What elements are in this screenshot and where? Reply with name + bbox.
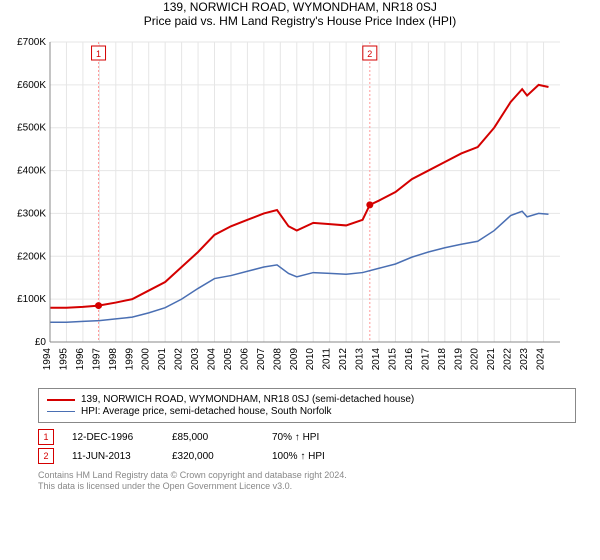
x-axis-label: 2001 bbox=[157, 348, 168, 371]
sale-point bbox=[366, 201, 373, 208]
x-axis-label: 2018 bbox=[437, 348, 448, 371]
x-axis-label: 2015 bbox=[387, 348, 398, 371]
x-axis-label: 2004 bbox=[207, 348, 218, 371]
x-axis-label: 1998 bbox=[108, 348, 119, 371]
x-axis-label: 2005 bbox=[223, 348, 234, 371]
legend-label: HPI: Average price, semi-detached house,… bbox=[81, 406, 332, 417]
marker-badge: 1 bbox=[38, 429, 54, 445]
line-chart: £0 £100K £200K £300K £400K £500K £600K £700K 199… bbox=[8, 32, 568, 382]
sales-table: 1 12-DEC-1996 £85,000 70% ↑ HPI 2 11-JUN… bbox=[38, 429, 576, 464]
x-axis-label: 2007 bbox=[256, 348, 267, 371]
x-axis-label: 2022 bbox=[503, 348, 514, 371]
sale-hpi-rel: 100% ↑ HPI bbox=[272, 451, 354, 462]
x-axis-label: 2011 bbox=[322, 348, 333, 370]
x-axis-label: 2006 bbox=[239, 348, 250, 371]
x-axis-label: 2010 bbox=[305, 348, 316, 371]
y-axis-label: £100K bbox=[17, 294, 46, 305]
sale-hpi-rel: 70% ↑ HPI bbox=[272, 432, 354, 443]
x-axis-label: 1999 bbox=[124, 348, 135, 371]
y-axis-label: £300K bbox=[17, 208, 46, 219]
x-axis-label: 2021 bbox=[486, 348, 497, 371]
x-axis-label: 1995 bbox=[58, 348, 69, 371]
footer: Contains HM Land Registry data © Crown c… bbox=[38, 470, 576, 493]
x-axis-label: 2000 bbox=[141, 348, 152, 371]
footer-line: This data is licensed under the Open Gov… bbox=[38, 481, 576, 492]
legend-swatch bbox=[47, 399, 75, 401]
legend-swatch bbox=[47, 411, 75, 412]
y-axis-label: £600K bbox=[17, 80, 46, 91]
x-axis-label: 2002 bbox=[174, 348, 185, 371]
x-axis-label: 2003 bbox=[190, 348, 201, 371]
x-axis-label: 2012 bbox=[338, 348, 349, 371]
y-axis-label: £700K bbox=[17, 37, 46, 48]
x-axis-label: 2013 bbox=[355, 348, 366, 371]
x-axis-label: 1994 bbox=[42, 348, 53, 371]
x-axis-label: 2020 bbox=[470, 348, 481, 371]
x-axis-label: 2023 bbox=[519, 348, 530, 371]
y-axis-label: £200K bbox=[17, 251, 46, 262]
page-root: { "title": "139, NORWICH ROAD, WYMONDHAM… bbox=[0, 0, 600, 560]
y-axis-label: £0 bbox=[35, 337, 47, 348]
x-axis-label: 2009 bbox=[289, 348, 300, 371]
sale-point bbox=[95, 302, 102, 309]
x-axis-label: 2008 bbox=[272, 348, 283, 371]
sale-price: £320,000 bbox=[172, 451, 254, 462]
table-row: 2 11-JUN-2013 £320,000 100% ↑ HPI bbox=[38, 448, 576, 464]
y-axis-label: £500K bbox=[17, 123, 46, 134]
legend-label: 139, NORWICH ROAD, WYMONDHAM, NR18 0SJ (… bbox=[81, 394, 414, 405]
sale-price: £85,000 bbox=[172, 432, 254, 443]
x-axis-label: 1996 bbox=[75, 348, 86, 371]
table-row: 1 12-DEC-1996 £85,000 70% ↑ HPI bbox=[38, 429, 576, 445]
sale-flag-num: 2 bbox=[367, 49, 372, 59]
legend-item: 139, NORWICH ROAD, WYMONDHAM, NR18 0SJ (… bbox=[47, 394, 567, 405]
sale-flag-num: 1 bbox=[96, 49, 101, 59]
footer-line: Contains HM Land Registry data © Crown c… bbox=[38, 470, 576, 481]
chart-container: £0 £100K £200K £300K £400K £500K £600K £700K 199… bbox=[8, 32, 592, 382]
x-axis-label: 2019 bbox=[453, 348, 464, 371]
sale-date: 11-JUN-2013 bbox=[72, 451, 154, 462]
marker-badge: 2 bbox=[38, 448, 54, 464]
sale-date: 12-DEC-1996 bbox=[72, 432, 154, 443]
x-axis-label: 1997 bbox=[91, 348, 102, 371]
x-axis-label: 2014 bbox=[371, 348, 382, 371]
legend-item: HPI: Average price, semi-detached house,… bbox=[47, 406, 567, 417]
y-axis-label: £400K bbox=[17, 166, 46, 177]
chart-subtitle: Price paid vs. HM Land Registry's House … bbox=[0, 14, 600, 28]
x-axis-label: 2016 bbox=[404, 348, 415, 371]
x-axis-label: 2017 bbox=[420, 348, 431, 371]
chart-title: 139, NORWICH ROAD, WYMONDHAM, NR18 0SJ bbox=[0, 0, 600, 14]
legend: 139, NORWICH ROAD, WYMONDHAM, NR18 0SJ (… bbox=[38, 388, 576, 423]
x-axis-label: 2024 bbox=[536, 348, 547, 371]
